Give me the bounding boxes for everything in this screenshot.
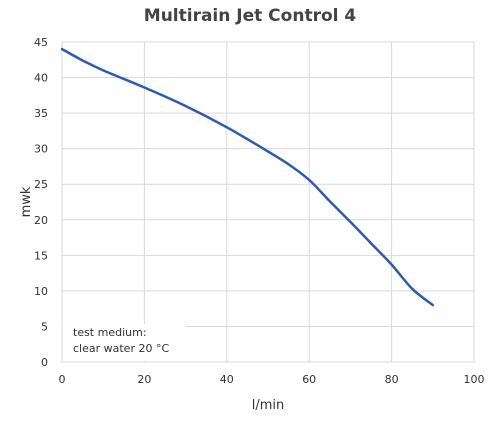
y-tick-label-4: 20 [34, 214, 48, 227]
x-tick-label-2: 40 [220, 373, 234, 386]
y-tick-label-9: 45 [34, 36, 48, 49]
x-tick-label-0: 0 [59, 373, 66, 386]
x-axis-label: l/min [252, 398, 285, 413]
x-tick-label-1: 20 [137, 373, 151, 386]
y-tick-label-1: 5 [41, 320, 48, 333]
y-tick-label-7: 35 [34, 107, 48, 120]
y-tick-label-8: 40 [34, 72, 48, 85]
plot-frame [61, 41, 475, 363]
y-tick-labels: 0 5 10 15 20 25 30 35 40 45 [34, 36, 48, 369]
x-tick-label-4: 80 [385, 373, 399, 386]
y-tick-label-0: 0 [41, 356, 48, 369]
series-line-0 [60, 47, 435, 307]
y-tick-label-5: 25 [34, 178, 48, 191]
annotation-line-2: clear water 20 °C [73, 342, 169, 355]
annotation-background [63, 324, 186, 361]
y-tick-label-2: 10 [34, 285, 48, 298]
x-tick-labels: 0 20 40 60 80 100 [59, 373, 485, 386]
x-tick-label-3: 60 [302, 373, 316, 386]
annotation-box: test medium: clear water 20 °C [63, 324, 186, 361]
grid [61, 41, 475, 363]
x-tick-label-5: 100 [464, 373, 485, 386]
chart-title: Multirain Jet Control 4 [144, 6, 357, 26]
y-tick-label-3: 15 [34, 249, 48, 262]
annotation-line-1: test medium: [73, 326, 147, 339]
y-tick-label-6: 30 [34, 143, 48, 156]
series-group [60, 47, 435, 307]
y-axis-label: mwk [19, 186, 34, 217]
